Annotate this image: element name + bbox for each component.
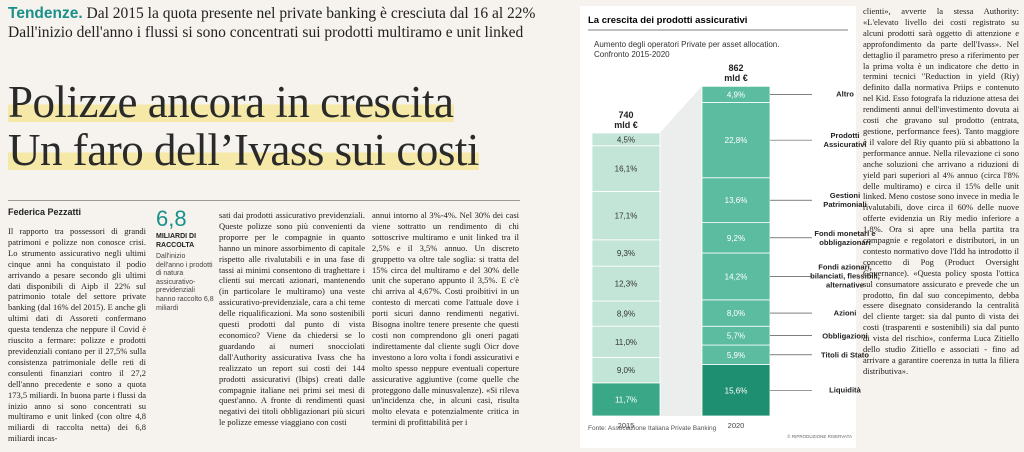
column: clienti», avverte la stessa Authority: «… bbox=[863, 6, 1019, 376]
value-label: 11,7% bbox=[615, 395, 637, 404]
chart-source: Fonte: Associazione Italiana Private Ban… bbox=[588, 425, 717, 432]
category-label: Fondi monetari e obbligazionari bbox=[814, 228, 876, 247]
bar-segment bbox=[591, 190, 661, 241]
chart-credit: © RIPRODUZIONE RISERVATA bbox=[787, 433, 852, 439]
x-tick-label: 2020 bbox=[728, 421, 745, 430]
category-label: Altro bbox=[836, 89, 854, 99]
category-label: Prodotti Assicurativi bbox=[823, 131, 867, 150]
column: Il rapporto tra possessori di grandi pat… bbox=[8, 226, 146, 444]
chart: La crescita dei prodotti assicurativi Fo… bbox=[580, 6, 880, 448]
value-label: 17,1% bbox=[615, 212, 638, 221]
bar-segment bbox=[591, 356, 661, 384]
column: annui intorno al 3%-4%. Nel 30% dei casi… bbox=[372, 210, 519, 428]
value-label: 22,8% bbox=[725, 136, 748, 145]
total-label: 862 mld € bbox=[724, 63, 748, 84]
column: sati dai prodotti assicurativo previdenz… bbox=[219, 210, 365, 428]
subheader-lead: Tendenze. bbox=[8, 5, 83, 22]
bar-segment bbox=[701, 299, 771, 327]
value-label: 5,9% bbox=[727, 351, 745, 360]
value-label: 15,6% bbox=[725, 386, 748, 395]
bar-segment bbox=[591, 265, 661, 302]
bar-segment bbox=[591, 300, 661, 327]
bar-segment bbox=[591, 145, 661, 192]
chart-subtitle: Aumento degli operatori Private per asse… bbox=[594, 40, 780, 59]
sidebar-figure: 6,8 bbox=[156, 206, 187, 231]
bar-segment bbox=[701, 102, 771, 179]
bar-segment bbox=[591, 132, 661, 147]
category-label: Fondi azionari, bilanciati, flessibili, … bbox=[810, 262, 880, 290]
headline: Polizze ancora in crescita Un faro dell’… bbox=[8, 78, 479, 174]
bar-segment bbox=[701, 177, 771, 224]
value-label: 9,3% bbox=[617, 249, 635, 258]
sidebar-label: MILIARDI DI RACCOLTA bbox=[156, 233, 197, 249]
subheader-text: Dal 2015 la quota presente nel private b… bbox=[86, 5, 536, 22]
headline-line: Polizze ancora in crescita bbox=[8, 77, 454, 127]
value-label: 9,0% bbox=[617, 366, 635, 375]
value-label: 12,3% bbox=[615, 280, 638, 289]
connector bbox=[660, 86, 702, 416]
bar-segment bbox=[591, 239, 661, 267]
category-label: Gestioni Patrimoniali bbox=[823, 191, 867, 210]
value-label: 13,6% bbox=[725, 196, 748, 205]
bar-segment bbox=[591, 382, 661, 417]
value-label: 8,0% bbox=[727, 309, 745, 318]
value-label: 4,5% bbox=[617, 135, 635, 144]
bar-segment bbox=[701, 364, 771, 417]
value-label: 8,9% bbox=[617, 310, 635, 319]
total-label: 740 mld € bbox=[614, 109, 638, 130]
value-label: 11,0% bbox=[615, 338, 637, 347]
subheader: Tendenze. Dal 2015 la quota presente nel… bbox=[8, 4, 568, 42]
category-label: Liquidità bbox=[829, 385, 861, 395]
category-label: Obbligazioni bbox=[822, 331, 868, 341]
value-label: 5,7% bbox=[727, 332, 745, 341]
value-label: 16,1% bbox=[615, 165, 638, 174]
category-label: Titoli di Stato bbox=[821, 350, 869, 360]
sidebar-text: Dall'inizio dell'anno i prodotti di natu… bbox=[156, 253, 214, 312]
value-label: 4,9% bbox=[727, 90, 745, 99]
chart-svg: La crescita dei prodotti assicurativi Fo… bbox=[580, 6, 856, 448]
value-label: 14,2% bbox=[725, 272, 748, 281]
rule bbox=[8, 200, 520, 201]
value-label: 9,2% bbox=[727, 234, 745, 243]
x-tick-label: 2015 bbox=[618, 421, 635, 430]
subheader-line: Dall'inizio dell'anno i flussi si sono c… bbox=[8, 24, 524, 41]
headline-line: Un faro dell’Ivass sui costi bbox=[8, 125, 479, 175]
author: Federica Pezzatti bbox=[8, 207, 82, 217]
chart-title: La crescita dei prodotti assicurativi bbox=[588, 15, 747, 26]
category-label: Azioni bbox=[833, 308, 857, 318]
